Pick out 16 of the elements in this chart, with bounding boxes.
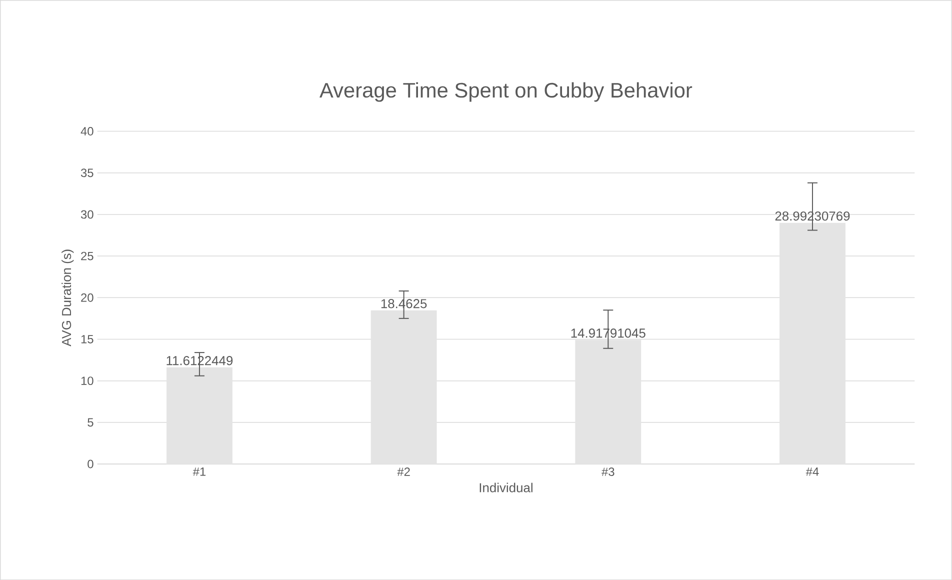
x-tick-label: #2 <box>397 467 410 476</box>
x-axis-title: Individual <box>480 482 532 492</box>
y-tick-label: 15 <box>81 334 94 344</box>
y-tick-label: 40 <box>80 126 94 136</box>
x-tick-label: #4 <box>806 467 819 476</box>
y-tick-label: 20 <box>81 293 94 302</box>
y-tick-label: 5 <box>88 418 94 426</box>
y-tick-label: 0 <box>88 460 94 468</box>
x-tick-label: #1 <box>192 467 206 476</box>
y-tick-label: 25 <box>81 252 94 260</box>
y-tick-label: 10 <box>81 376 94 385</box>
chart-title: Average Time Spent on Cubby Behavior <box>320 82 692 102</box>
y-axis-title: AVG Duration (s) <box>62 250 74 346</box>
y-tick-label: 35 <box>80 168 94 177</box>
y-tick-label: 30 <box>80 210 94 219</box>
x-tick-label: #3 <box>602 467 614 476</box>
